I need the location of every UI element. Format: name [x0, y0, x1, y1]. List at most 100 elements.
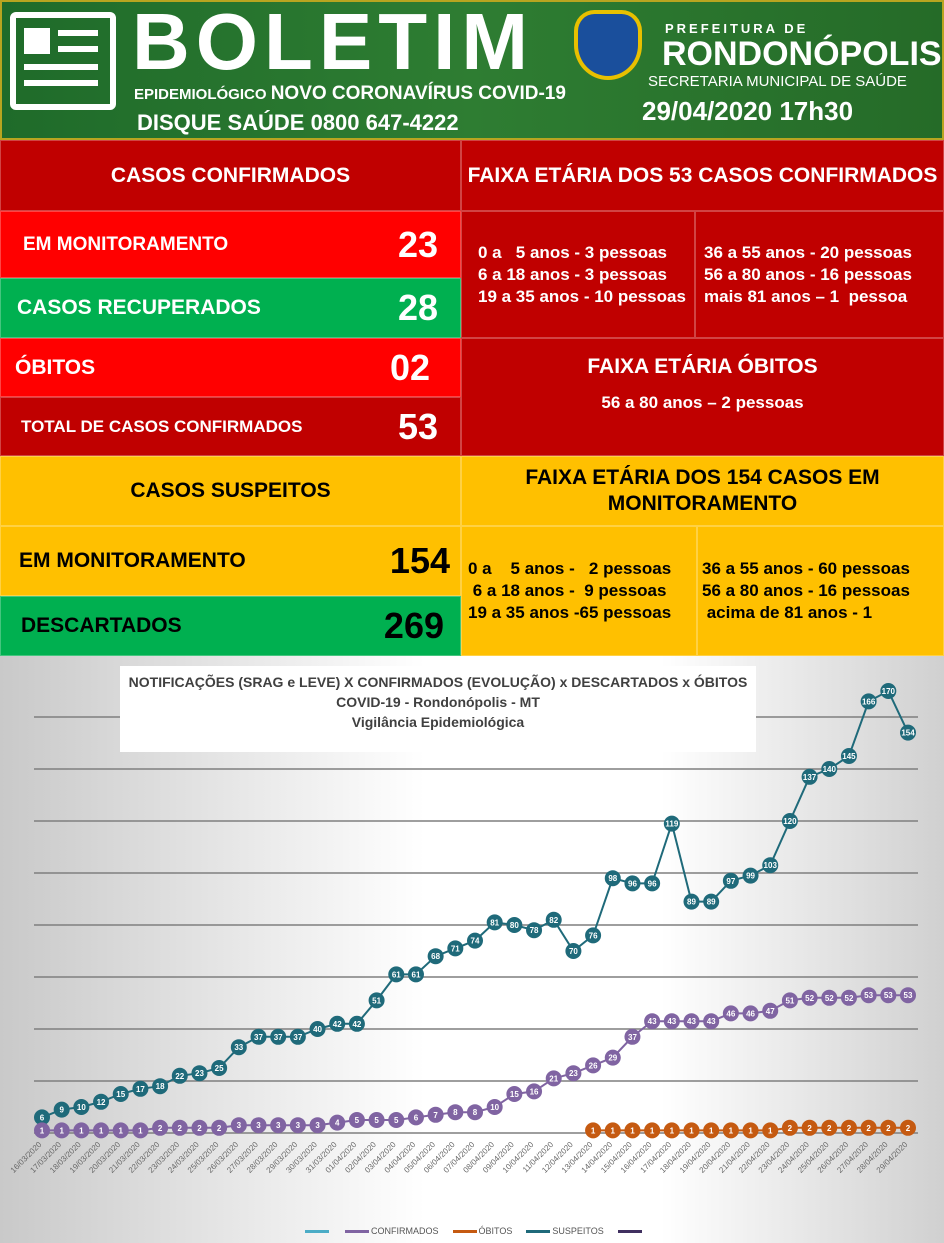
- data-point: [329, 1015, 346, 1032]
- data-label: 2: [807, 1124, 812, 1133]
- value: 53: [397, 405, 438, 447]
- data-label: 8: [453, 1108, 458, 1117]
- data-label: 2: [197, 1124, 202, 1133]
- data-point: [781, 813, 798, 829]
- data-point: [211, 1119, 228, 1136]
- legend-item: [617, 1229, 642, 1233]
- data-label: 1: [611, 1126, 616, 1135]
- data-point: [880, 683, 897, 699]
- series-line: [41, 689, 909, 1119]
- label: ÓBITOS: [15, 355, 96, 379]
- data-point: [34, 1122, 50, 1139]
- suspected-title: CASOS SUSPEITOS: [130, 479, 331, 502]
- data-label: 5: [394, 1116, 399, 1125]
- chart-title: NOTIFICAÇÕES (SRAG e LEVE) X CONFIRMADOS…: [128, 674, 748, 690]
- data-label: 1: [40, 1126, 45, 1135]
- data-point: [545, 1070, 562, 1087]
- data-label: 1: [591, 1126, 596, 1135]
- data-point: [683, 1122, 700, 1139]
- subtitle-small: EPIDEMIOLÓGICO: [134, 86, 267, 103]
- data-point: [663, 1122, 680, 1139]
- secretaria-label: SECRETARIA MUNICIPAL DE SAÚDE: [648, 73, 907, 90]
- data-point: [624, 1028, 641, 1045]
- data-label: 3: [237, 1121, 242, 1130]
- data-point: [722, 872, 739, 889]
- data-label: 43: [667, 1017, 676, 1026]
- data-label: 1: [729, 1126, 734, 1135]
- data-label: 51: [785, 996, 794, 1005]
- data-point: [585, 1057, 602, 1074]
- data-label: 53: [864, 991, 873, 1000]
- data-label: 1: [138, 1126, 143, 1135]
- data-point: [309, 1021, 326, 1037]
- data-label: 70: [569, 947, 578, 956]
- data-point: [545, 911, 562, 928]
- data-point: [860, 1119, 877, 1136]
- data-label: 12: [97, 1098, 106, 1107]
- data-point: [742, 1005, 759, 1022]
- chart-subtitle: COVID-19 - Rondonópolis - MT: [336, 694, 540, 710]
- data-label: 46: [726, 1009, 735, 1018]
- subtitle-big: NOVO CORONAVÍRUS COVID-19: [270, 83, 566, 104]
- prefeitura-label: PREFEITURA DE: [665, 21, 809, 36]
- data-point: [467, 932, 483, 949]
- deaths-row: ÓBITOS 02: [0, 338, 461, 397]
- data-label: 2: [158, 1124, 163, 1133]
- data-point: [880, 1119, 897, 1136]
- data-label: 43: [707, 1017, 716, 1026]
- data-point: [34, 1109, 50, 1126]
- data-label: 89: [707, 898, 716, 907]
- data-point: [368, 992, 385, 1009]
- header-banner: BOLETIM EPIDEMIOLÓGICO NOVO CORONAVÍRUS …: [0, 0, 944, 140]
- data-label: 33: [234, 1043, 243, 1052]
- data-point: [663, 1013, 680, 1030]
- data-point: [171, 1067, 188, 1084]
- data-label: 1: [119, 1126, 124, 1135]
- data-point: [191, 1065, 208, 1082]
- data-point: [840, 1119, 857, 1136]
- age-list: 36 a 55 anos - 60 pessoas 56 a 80 anos -…: [702, 559, 910, 622]
- data-point: [93, 1093, 110, 1110]
- data-label: 5: [355, 1116, 360, 1125]
- data-point: [270, 1117, 287, 1134]
- value: 23: [397, 223, 438, 265]
- data-label: 140: [823, 765, 837, 774]
- data-point: [624, 1122, 641, 1139]
- data-point: [112, 1086, 129, 1102]
- data-point: [211, 1060, 228, 1076]
- data-point: [703, 893, 720, 910]
- data-label: 4: [335, 1119, 340, 1128]
- data-point: [900, 724, 916, 741]
- data-label: 1: [768, 1126, 773, 1135]
- data-label: 52: [805, 994, 814, 1003]
- data-point: [250, 1028, 267, 1045]
- data-label: 3: [315, 1121, 320, 1130]
- report-datetime: 29/04/2020 17h30: [642, 96, 854, 126]
- legend-label: SUSPEITOS: [552, 1226, 604, 1236]
- data-label: 2: [866, 1124, 871, 1133]
- legend-label: CONFIRMADOS: [371, 1226, 439, 1236]
- data-point: [840, 989, 857, 1006]
- data-point: [152, 1078, 169, 1095]
- data-label: 74: [471, 937, 480, 946]
- data-label: 52: [825, 994, 834, 1003]
- data-label: 166: [862, 697, 876, 706]
- bulletin-title: BOLETIM: [132, 0, 534, 86]
- data-label: 25: [215, 1064, 224, 1073]
- hotline: DISQUE SAÚDE 0800 647-4222: [137, 110, 459, 135]
- data-label: 37: [274, 1033, 283, 1042]
- data-point: [624, 875, 641, 892]
- data-label: 1: [709, 1126, 714, 1135]
- data-point: [860, 693, 877, 710]
- data-point: [407, 966, 424, 983]
- age-confirmed-left: 0 a 5 anos - 3 pessoas 6 a 18 anos - 3 p…: [461, 211, 695, 338]
- data-label: 3: [276, 1121, 281, 1130]
- age-list: 36 a 55 anos - 20 pessoas 56 a 80 anos -…: [704, 242, 912, 306]
- data-label: 6: [414, 1113, 419, 1122]
- data-point: [801, 989, 818, 1006]
- data-label: 16: [530, 1087, 539, 1096]
- confirmed-header: CASOS CONFIRMADOS: [0, 140, 461, 211]
- data-label: 7: [433, 1111, 438, 1120]
- label: TOTAL DE CASOS CONFIRMADOS: [21, 416, 303, 436]
- data-point: [801, 768, 818, 785]
